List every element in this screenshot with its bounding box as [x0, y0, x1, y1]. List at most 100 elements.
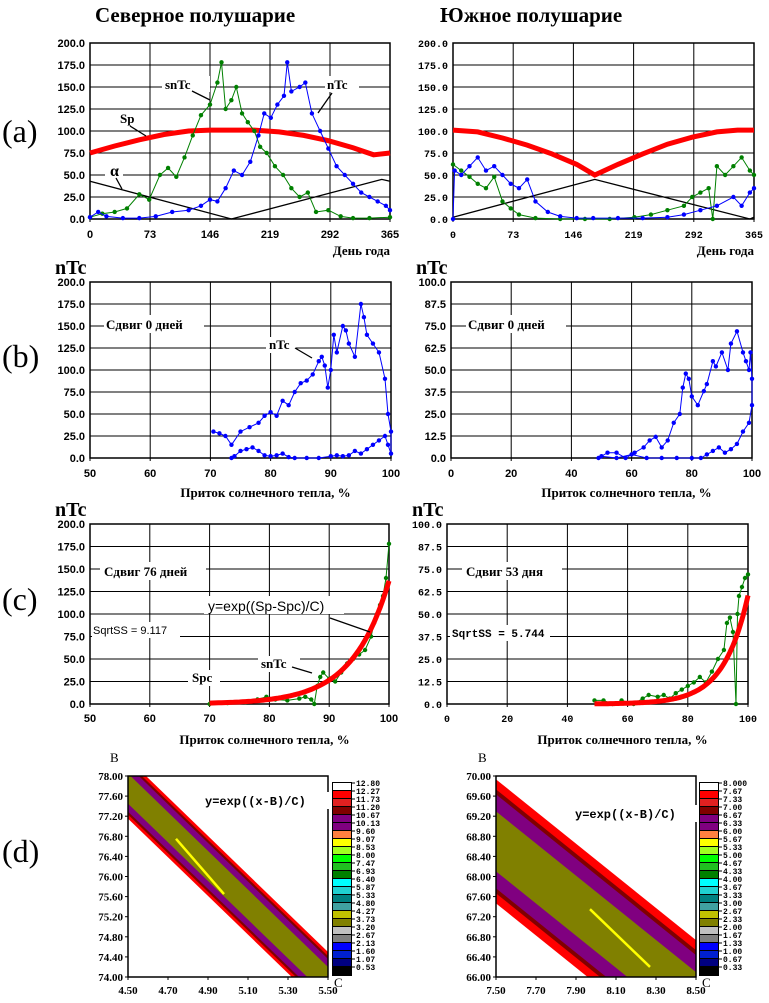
legend-swatch — [333, 879, 351, 886]
legend-label: 7.67 — [723, 788, 742, 797]
y-tick-label: 150.0 — [57, 321, 85, 333]
y-tick-label: 200.0 — [418, 40, 448, 51]
x-tick-label: 40 — [561, 715, 573, 726]
annotation-label: SqrtSS = 5.744 — [452, 629, 545, 641]
annotation-bg — [572, 805, 707, 822]
annotation-label: Sp — [120, 111, 134, 126]
data-point-nTc — [508, 181, 513, 186]
annotation-label: y=exp((Sp-Spc)/C) — [208, 598, 324, 614]
data-point-nTc — [614, 450, 619, 455]
x-tick-label: 292 — [321, 229, 339, 241]
legend-swatch — [333, 783, 351, 790]
data-point-nTc — [388, 429, 394, 434]
data-point-snTc — [742, 575, 748, 581]
legend-swatch — [700, 863, 718, 870]
data-point-nTc — [681, 212, 687, 217]
legend-swatch — [700, 895, 718, 902]
data-point-nTc — [217, 431, 222, 436]
data-point-nTc — [719, 350, 725, 355]
annotation-bg — [266, 337, 296, 353]
x-tick-label: 73 — [507, 231, 519, 242]
x-tick-label: 80 — [686, 468, 698, 480]
annotation-bg — [462, 562, 562, 580]
data-point-nTc — [659, 455, 664, 461]
data-point-nTc — [370, 442, 376, 447]
y-tick-label: 200.0 — [57, 38, 85, 50]
data-point-nTc — [749, 403, 755, 408]
legend-label: 6.93 — [356, 868, 375, 877]
chart-b-north: 0.0 25.0 50.0 75.0 100.0 125.0 150.0 175.0 200.0… — [55, 257, 400, 500]
data-point-nTc — [388, 451, 394, 456]
annotation-label: snTc — [261, 656, 287, 671]
annotation-bg — [100, 562, 206, 580]
data-point-snTc — [727, 615, 733, 620]
y-tick-label: 125.0 — [57, 104, 85, 116]
x-tick-label: 20 — [505, 468, 517, 480]
y-tick-label: 100.0 — [57, 365, 85, 377]
legend-swatch — [333, 943, 351, 950]
data-point-snTc — [646, 692, 651, 698]
data-point-snTc — [736, 593, 742, 599]
y-tick-label: 75.0 — [424, 150, 448, 161]
data-point-snTc — [747, 168, 753, 173]
y-tick-label: 100.0 — [57, 609, 85, 621]
x-tick-label: 8.10 — [606, 985, 626, 997]
y-tick-label: 25.0 — [424, 194, 448, 205]
x-axis-label: Приток солнечного тепла, % — [541, 485, 711, 500]
data-point-nTc — [304, 378, 309, 383]
x-tick-label: 60 — [144, 713, 156, 725]
y-tick-label: 0.0 — [424, 701, 442, 712]
legend-label: 9.60 — [356, 828, 375, 837]
data-point-nTc — [361, 315, 367, 320]
y-tick-label: 200.0 — [57, 519, 85, 531]
data-point-nTc — [104, 214, 109, 219]
legend-label: 5.87 — [356, 884, 375, 893]
legend-swatch — [700, 799, 718, 806]
y-tick-label: 77.60 — [98, 791, 123, 803]
data-point-nTc — [590, 215, 596, 221]
y-tick-label: 25.0 — [418, 656, 442, 667]
annotation-bg — [162, 76, 210, 92]
y-tick-label: 70.00 — [466, 771, 491, 783]
y-tick-label: 78.00 — [98, 771, 123, 783]
data-point-nTc — [334, 453, 340, 458]
legend-label: 11.20 — [356, 804, 380, 813]
data-point-snTc — [661, 692, 666, 698]
data-point-nTc — [268, 410, 273, 415]
data-point-nTc — [710, 359, 716, 364]
x-tick-label: 292 — [685, 231, 703, 242]
data-point-nTc — [376, 438, 382, 443]
data-point-nTc — [743, 359, 749, 364]
legend-label: 5.00 — [723, 852, 742, 861]
legend-swatch — [700, 807, 718, 814]
data-point-snTc — [709, 669, 715, 674]
data-point-nTc — [674, 455, 679, 461]
y-tick-label: 76.40 — [98, 851, 123, 863]
data-point-snTc — [305, 190, 311, 195]
x-tick-label: 80 — [263, 713, 275, 725]
x-axis-label: C — [702, 975, 711, 990]
data-point-nTc — [710, 448, 716, 454]
data-point-snTc — [706, 186, 711, 191]
data-point-snTc — [239, 111, 245, 116]
legend-label: 3.67 — [723, 884, 742, 893]
x-tick-label: 4.70 — [158, 985, 178, 997]
legend-swatch — [333, 847, 351, 854]
data-point-nTc — [96, 209, 101, 215]
data-point-nTc — [211, 429, 216, 434]
chart-title: nTc — [416, 257, 448, 279]
y-tick-label: 37.5 — [418, 634, 442, 645]
annotation-label: Spc — [192, 670, 212, 685]
x-tick-label: 7.90 — [566, 985, 586, 997]
data-point-nTc — [346, 453, 352, 458]
data-point-snTc — [252, 128, 257, 134]
data-point-snTc — [582, 216, 588, 222]
data-point-nTc — [599, 454, 604, 459]
x-tick-label: 60 — [622, 715, 634, 726]
y-tick-label: 67.20 — [466, 912, 491, 924]
annotation-leader — [291, 666, 313, 674]
chart-title: nTc — [55, 499, 87, 521]
data-point-snTc — [679, 687, 684, 692]
data-point-nTc — [87, 215, 93, 220]
data-point-snTc — [733, 701, 739, 707]
